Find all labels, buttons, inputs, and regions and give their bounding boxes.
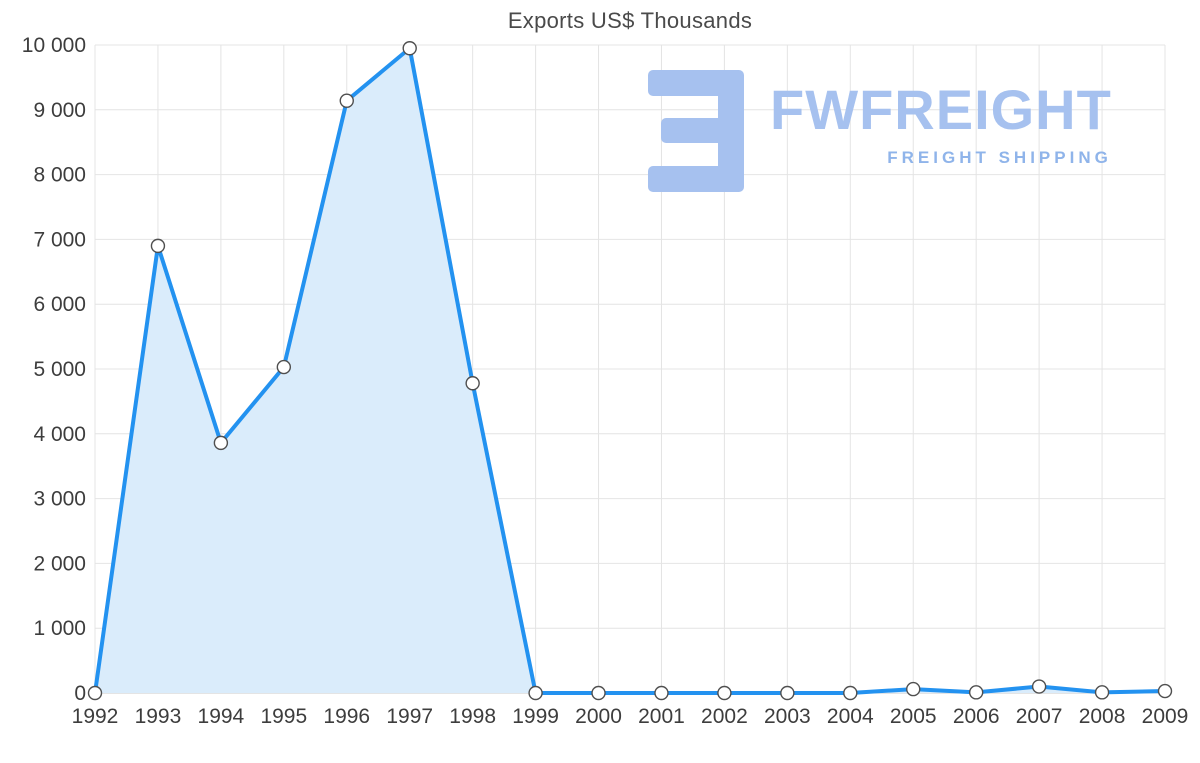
data-point-marker[interactable] — [591, 685, 606, 701]
data-point-marker[interactable] — [339, 93, 354, 108]
data-point-marker[interactable] — [276, 359, 292, 375]
x-tick-label: 2003 — [764, 705, 811, 728]
x-tick-label: 2007 — [1016, 705, 1063, 728]
data-point-marker[interactable] — [968, 685, 984, 700]
y-axis-labels: 0 1 000 2 000 3 000 4 000 5 000 6 000 7 000 8 00… — [22, 34, 86, 705]
data-point-marker[interactable] — [654, 685, 669, 701]
x-tick-label: 2001 — [638, 705, 685, 728]
data-point-marker[interactable] — [1157, 683, 1173, 699]
x-tick-label: 1992 — [72, 705, 119, 728]
y-tick-label: 5 000 — [33, 358, 86, 381]
data-point-marker[interactable] — [1094, 685, 1110, 700]
x-tick-label: 2004 — [827, 705, 874, 728]
x-tick-label: 2009 — [1142, 705, 1189, 728]
chart-title: Exports US$ Thousands — [507, 8, 753, 33]
x-tick-label: 2002 — [701, 705, 748, 728]
data-point-marker[interactable] — [402, 41, 417, 56]
x-tick-label: 2006 — [953, 705, 1000, 728]
series-area — [95, 48, 1165, 694]
x-tick-label: 1994 — [198, 705, 245, 728]
y-tick-label: 10 000 — [22, 34, 86, 57]
data-point-marker[interactable] — [150, 238, 166, 254]
data-points — [87, 41, 1173, 701]
x-tick-label: 2008 — [1079, 705, 1126, 728]
x-tick-label: 2005 — [890, 705, 937, 728]
data-point-marker[interactable] — [906, 681, 921, 697]
y-tick-label: 3 000 — [33, 488, 86, 511]
y-tick-label: 4 000 — [33, 423, 86, 446]
data-point-marker[interactable] — [843, 685, 858, 701]
data-point-marker[interactable] — [717, 685, 732, 701]
x-tick-label: 1999 — [512, 705, 559, 728]
data-point-marker[interactable] — [213, 435, 229, 451]
data-point-marker[interactable] — [465, 376, 480, 391]
data-point-marker[interactable] — [528, 685, 543, 701]
x-axis-labels: 1992 1993 1994 1995 1996 1997 1998 1999 2000 2001… — [72, 705, 1189, 728]
data-point-marker[interactable] — [1031, 679, 1047, 694]
x-tick-label: 1995 — [260, 705, 307, 728]
x-tick-label: 1996 — [323, 705, 370, 728]
y-tick-label: 8 000 — [33, 164, 86, 187]
x-tick-label: 1998 — [449, 705, 496, 728]
y-tick-label: 1 000 — [33, 617, 86, 640]
y-tick-label: 6 000 — [33, 293, 86, 316]
y-tick-label: 2 000 — [33, 552, 86, 575]
data-point-marker[interactable] — [780, 685, 795, 701]
x-tick-label: 1997 — [386, 705, 433, 728]
data-point-marker[interactable] — [87, 685, 103, 701]
y-tick-label: 9 000 — [33, 99, 86, 122]
y-tick-label: 7 000 — [33, 228, 86, 251]
series-line — [93, 46, 1167, 695]
y-tick-label: 0 — [74, 682, 86, 705]
x-tick-label: 1993 — [135, 705, 182, 728]
x-tick-label: 2000 — [575, 705, 622, 728]
